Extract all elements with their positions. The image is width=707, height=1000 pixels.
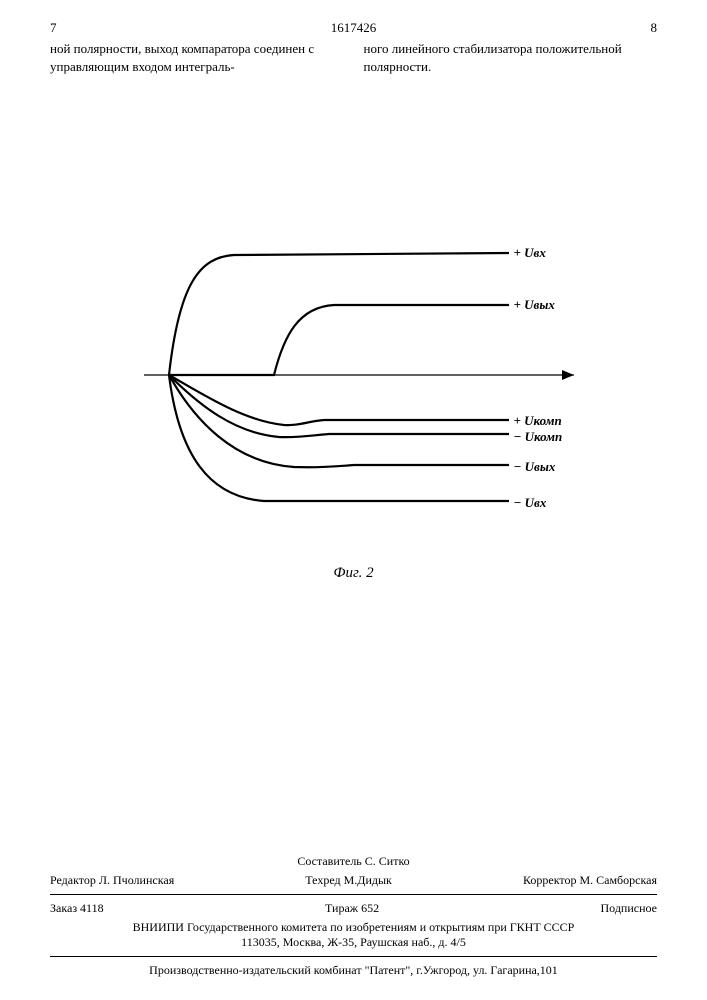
header-row: 7 1617426 8 bbox=[50, 20, 657, 36]
column-left: ной полярности, выход компаратора соедин… bbox=[50, 40, 344, 75]
footer-subscription: Подписное bbox=[601, 901, 658, 916]
label-u-vyh-neg: − Uвых bbox=[514, 459, 556, 475]
page-number-right: 8 bbox=[651, 20, 658, 36]
figure-svg bbox=[114, 215, 594, 525]
footer-tirage: Тираж 652 bbox=[325, 901, 379, 916]
footer-org-2: 113035, Москва, Ж-35, Раушская наб., д. … bbox=[50, 935, 657, 950]
curve-u-vyh-neg bbox=[169, 375, 509, 467]
figure-2: + Uвх + Uвых + Uкомп − Uкомп − Uвых − Uв… bbox=[114, 215, 594, 555]
column-right: ного линейного стабилизатора положительн… bbox=[364, 40, 658, 75]
curve-u-vx-pos bbox=[169, 253, 509, 375]
footer-block: Составитель С. Ситко Редактор Л. Пчолинс… bbox=[50, 854, 657, 978]
label-u-vx-neg: − Uвх bbox=[514, 495, 547, 511]
footer-corrector: Корректор М. Самборская bbox=[523, 873, 657, 888]
curve-u-komp-neg bbox=[169, 375, 509, 437]
label-u-vx-pos: + Uвх bbox=[514, 245, 546, 261]
footer-order-row: Заказ 4118 Тираж 652 Подписное bbox=[50, 901, 657, 916]
label-u-komp-pos: + Uкомп bbox=[514, 413, 562, 429]
label-u-komp-neg: − Uкомп bbox=[514, 429, 563, 445]
curve-u-vyh-pos bbox=[169, 305, 509, 375]
footer-compiler: Составитель С. Ситко bbox=[50, 854, 657, 869]
x-axis-arrow bbox=[562, 370, 574, 380]
footer-divider-1 bbox=[50, 894, 657, 895]
document-number: 1617426 bbox=[331, 20, 377, 36]
footer-order: Заказ 4118 bbox=[50, 901, 104, 916]
text-columns: ной полярности, выход компаратора соедин… bbox=[50, 40, 657, 75]
page-number-left: 7 bbox=[50, 20, 57, 36]
footer-org-1: ВНИИПИ Государственного комитета по изоб… bbox=[50, 920, 657, 935]
page: 7 1617426 8 ной полярности, выход компар… bbox=[0, 0, 707, 1000]
footer-editor: Редактор Л. Пчолинская bbox=[50, 873, 174, 888]
footer-credits-row: Редактор Л. Пчолинская Техред М.Дидык Ко… bbox=[50, 873, 657, 888]
footer-divider-2 bbox=[50, 956, 657, 957]
figure-caption: Фиг. 2 bbox=[50, 565, 657, 582]
label-u-vyh-pos: + Uвых bbox=[514, 297, 555, 313]
footer-publisher: Производственно-издательский комбинат "П… bbox=[50, 963, 657, 978]
footer-techred: Техред М.Дидык bbox=[305, 873, 392, 888]
